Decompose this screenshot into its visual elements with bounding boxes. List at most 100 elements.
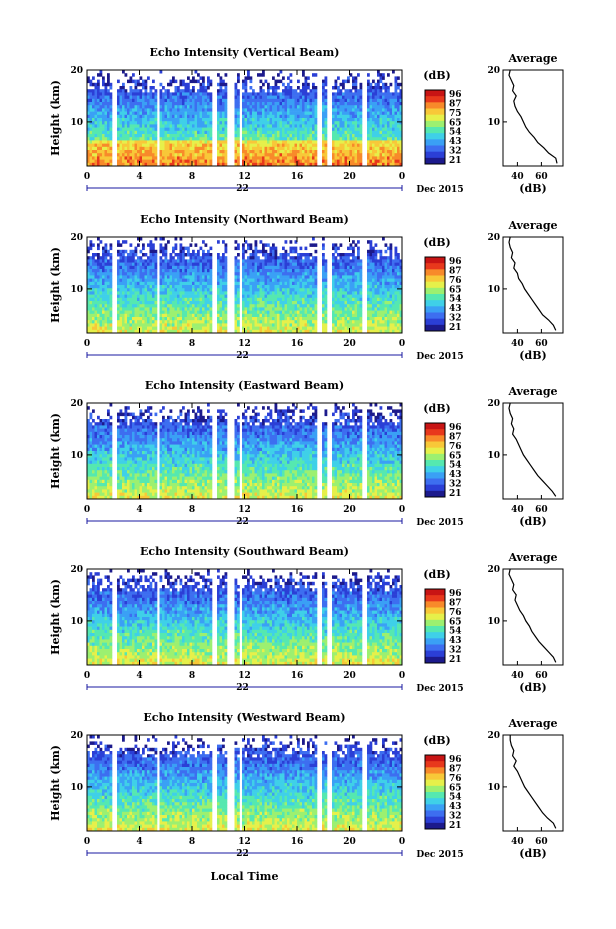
heatmap-cell — [219, 304, 223, 308]
heatmap-cell — [119, 275, 123, 279]
heatmap-cell — [247, 269, 250, 273]
heatmap-cell — [312, 114, 315, 119]
heatmap-cell — [164, 285, 168, 289]
heatmap-cell — [247, 156, 250, 160]
heatmap-cell — [272, 76, 275, 80]
heatmap-cell — [172, 92, 175, 96]
heatmap-cell — [374, 156, 378, 160]
heatmap-cell — [199, 82, 203, 87]
heatmap-cell — [102, 111, 105, 116]
heatmap-cell — [204, 294, 208, 299]
heatmap-cell — [257, 285, 260, 289]
heatmap-cell — [374, 98, 378, 103]
heatmap-cell — [209, 146, 213, 151]
heatmap-cell — [252, 275, 255, 279]
heatmap-cell — [357, 114, 360, 119]
heatmap-cell — [132, 285, 135, 289]
heatmap-cell — [109, 82, 113, 87]
heatmap-cell — [179, 118, 183, 122]
heatmap-cell — [234, 143, 238, 148]
heatmap-cell — [194, 329, 198, 334]
heatmap-cell — [372, 137, 375, 141]
heatmap-cell — [127, 294, 130, 299]
heatmap-cell — [122, 275, 125, 279]
heatmap-cell — [262, 269, 265, 273]
heatmap-cell — [202, 153, 205, 157]
heatmap-cell — [242, 249, 245, 254]
heatmap-cell — [192, 320, 195, 324]
heatmap-cell — [162, 275, 165, 279]
heatmap-cell — [254, 317, 258, 321]
heatmap-cell — [357, 98, 360, 103]
heatmap-cell — [147, 159, 150, 164]
heatmap-cell — [302, 301, 305, 305]
heatmap-cell — [197, 307, 200, 311]
heatmap-cell — [192, 140, 195, 144]
heatmap-cell — [254, 146, 258, 151]
heatmap-cell — [117, 323, 120, 327]
heatmap-cell — [267, 95, 270, 100]
heatmap-cell — [149, 156, 153, 160]
heatmap-cell — [207, 310, 210, 315]
heatmap-cell — [204, 291, 208, 295]
heatmap-cell — [374, 121, 378, 125]
heatmap-cell — [132, 249, 135, 254]
heatmap-cell — [109, 262, 113, 267]
heatmap-cell — [194, 130, 198, 135]
heatmap-cell — [89, 301, 93, 305]
heatmap-cell — [392, 156, 395, 160]
heatmap-cell — [199, 134, 203, 138]
heatmap-cell — [369, 95, 373, 100]
heatmap-cell — [144, 307, 148, 311]
heatmap-cell — [167, 159, 170, 164]
heatmap-cell — [172, 269, 175, 273]
heatmap-cell — [149, 281, 153, 286]
heatmap-cell — [287, 275, 290, 279]
heatmap-cell — [262, 246, 265, 251]
heatmap-cell — [287, 285, 290, 289]
heatmap-cell — [217, 92, 220, 96]
heatmap-cell — [194, 313, 198, 318]
heatmap-cell — [237, 137, 240, 141]
heatmap-cell — [219, 297, 223, 302]
heatmap-cell — [119, 301, 123, 305]
heatmap-cell — [132, 150, 135, 154]
heatmap-cell — [284, 323, 288, 327]
heatmap-cell — [104, 137, 108, 141]
heatmap-cell — [244, 143, 248, 148]
heatmap-cell — [207, 111, 210, 116]
heatmap-cell — [282, 246, 285, 251]
heatmap-cell — [379, 76, 383, 80]
heatmap-cell — [272, 323, 275, 327]
heatmap-cell — [254, 320, 258, 324]
heatmap-cell — [179, 310, 183, 315]
heatmap-cell — [282, 269, 285, 273]
x-tick-label: 0 — [399, 172, 405, 182]
heatmap-cell — [182, 320, 185, 324]
heatmap-cell — [392, 143, 395, 148]
heatmap-cell — [107, 307, 110, 311]
heatmap-cell — [254, 124, 258, 128]
heatmap-cell — [299, 275, 303, 279]
heatmap-cell — [379, 127, 383, 132]
heatmap-cell — [224, 86, 228, 90]
heatmap-cell — [159, 246, 163, 251]
heatmap-cell — [294, 143, 298, 148]
heatmap-cell — [104, 156, 108, 160]
heatmap-cell — [144, 134, 148, 138]
heatmap-cell — [352, 105, 355, 109]
heatmap-cell — [254, 329, 258, 334]
heatmap-cell — [219, 288, 223, 292]
heatmap-cell — [219, 95, 223, 100]
heatmap-cell — [279, 70, 283, 74]
heatmap-cell — [97, 307, 100, 311]
heatmap-cell — [279, 121, 283, 125]
heatmap-cell — [219, 323, 223, 327]
heatmap-cell — [204, 320, 208, 324]
heatmap-cell — [204, 326, 208, 331]
heatmap-cell — [182, 159, 185, 164]
heatmap-cell — [207, 153, 210, 157]
heatmap-cell — [284, 143, 288, 148]
heatmap-cell — [97, 114, 100, 119]
heatmap-cell — [142, 86, 145, 90]
